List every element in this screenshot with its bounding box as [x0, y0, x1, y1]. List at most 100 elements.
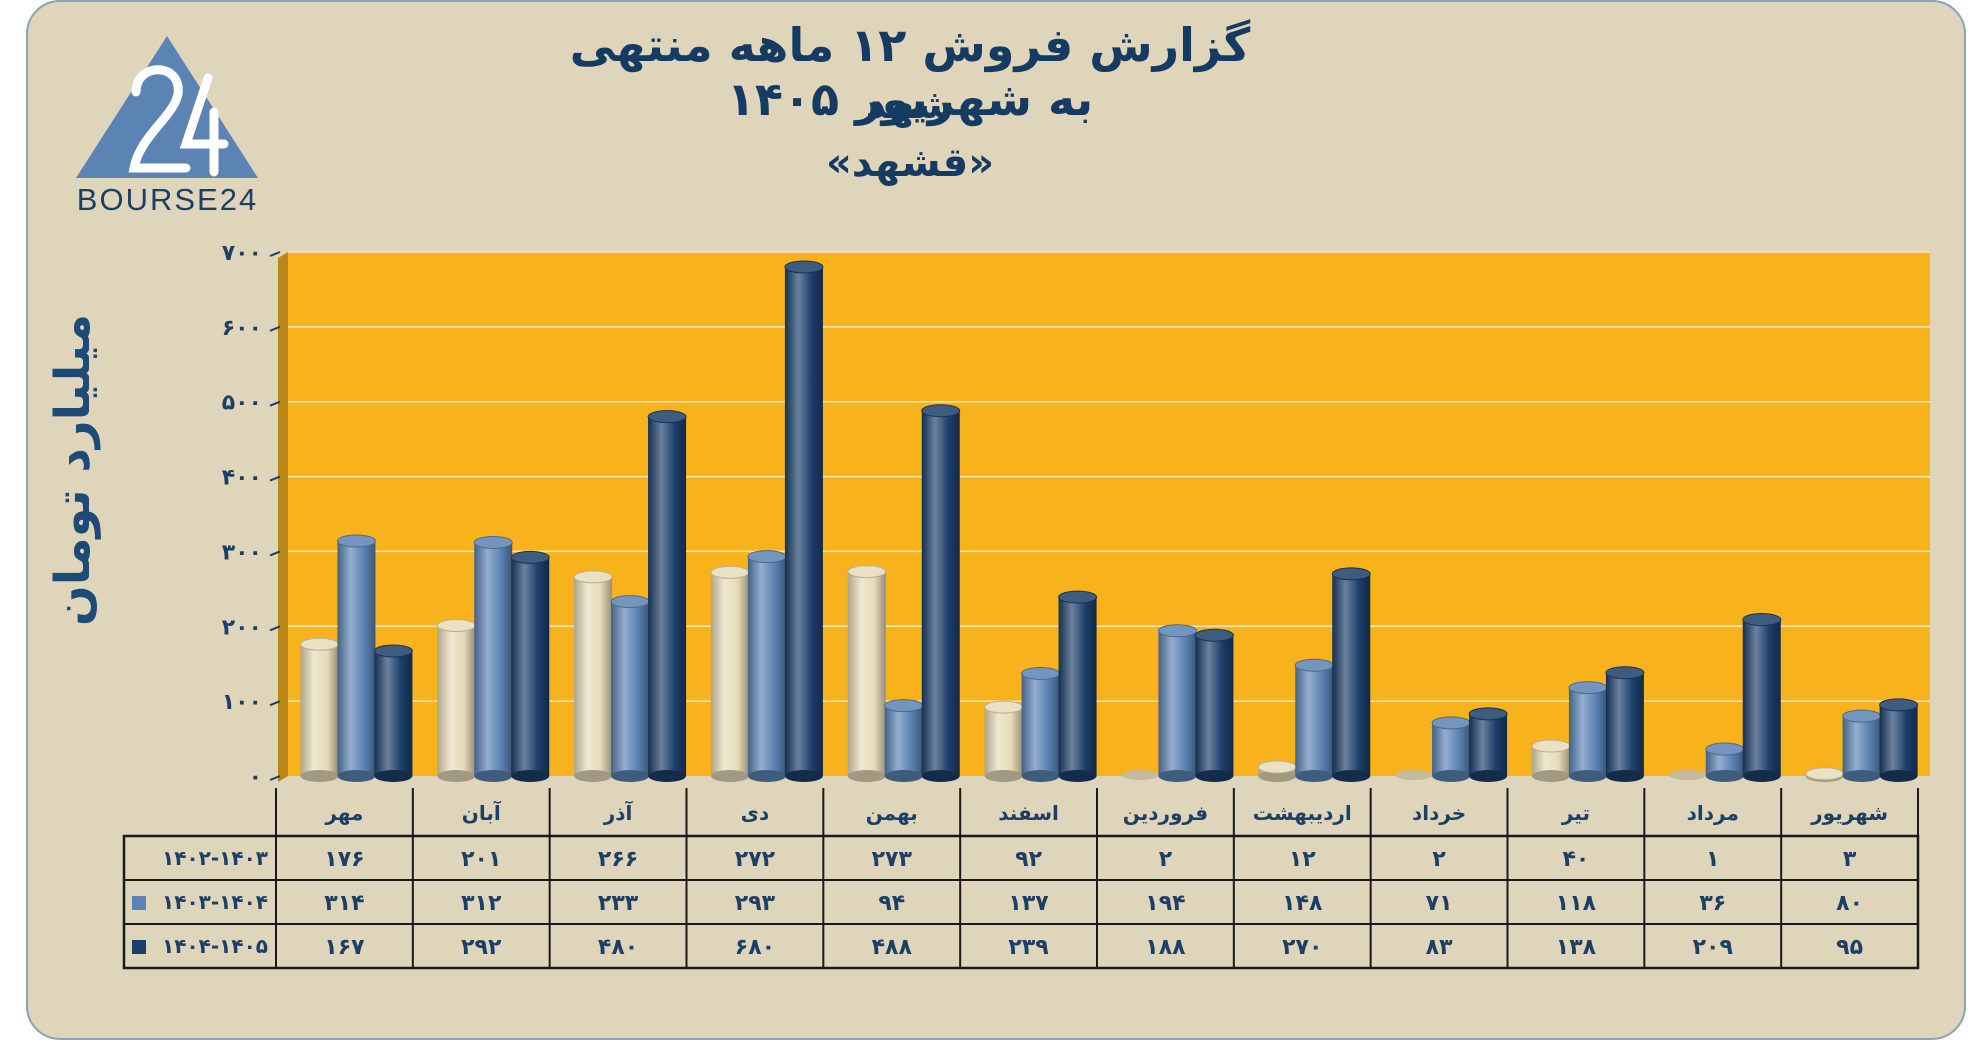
bar-1-5 [847, 565, 887, 782]
y-tick-mark [269, 775, 281, 781]
bar-3-3 [647, 410, 687, 782]
y-tick-mark [269, 475, 281, 482]
y-tick-label: ۵۰۰ [222, 391, 262, 416]
data-label: ۱۲ [1289, 847, 1316, 872]
y-tick-label: ۴۰۰ [222, 466, 262, 491]
category-label: شهریور [1810, 801, 1888, 825]
bar-2-12 [1842, 709, 1882, 782]
bar-1-12 [1805, 767, 1845, 782]
y-tick-label: ۱۰۰ [222, 690, 262, 715]
chart-title: گزارش فروش ۱۲ ماهه منتهی به شهریور ۱۴۰۵ [569, 18, 1251, 126]
chart-subtitle-symbol: «قشهد» [825, 140, 995, 186]
bar-3-2 [510, 550, 550, 782]
series-label: ۱۴۰۲-۱۴۰۳ [162, 846, 268, 870]
data-label: ۳۶ [1699, 891, 1726, 916]
data-label: ۸۰ [1836, 891, 1863, 916]
bar-3-5 [921, 404, 961, 782]
data-label: ۴۸۸ [872, 935, 913, 960]
bar-1-6 [984, 700, 1024, 782]
data-label: ۲ [1159, 847, 1173, 872]
y-tick-label: ۳۰۰ [222, 540, 262, 565]
data-label: ۱۷۶ [324, 847, 364, 872]
y-tick-mark [269, 550, 281, 557]
data-label: ۴۸۰ [598, 935, 638, 960]
bar-2-3 [610, 595, 650, 782]
bar-2-2 [473, 535, 513, 782]
data-label: ۲۳۳ [598, 891, 639, 916]
bar-3-8 [1331, 567, 1371, 782]
category-label: تیر [1561, 801, 1590, 825]
bar-2-6 [1021, 666, 1061, 782]
category-label: دی [741, 801, 770, 825]
bar-3-6 [1058, 590, 1098, 782]
bar-3-10 [1605, 666, 1645, 782]
bar-1-10 [1531, 739, 1571, 782]
y-tick-mark [269, 251, 281, 257]
y-tick-label: ۰ [249, 765, 262, 790]
bar-3-11 [1742, 613, 1782, 782]
legend-key-3 [132, 940, 146, 954]
data-label: ۲ [1432, 847, 1446, 872]
data-label: ۳۱۲ [461, 891, 502, 916]
data-label: ۱۹۴ [1145, 891, 1185, 916]
data-label: ۹۴ [878, 891, 905, 916]
data-label: ۱۱۸ [1556, 891, 1597, 916]
data-label: ۱ [1706, 847, 1719, 872]
category-label: آذر [603, 800, 634, 825]
logo-wordmark: BOURSE24 [76, 182, 259, 217]
data-label: ۹۵ [1836, 935, 1863, 960]
category-label: مهر [324, 801, 363, 825]
data-label: ۳۱۴ [324, 891, 364, 916]
table-frame [122, 834, 1920, 970]
category-label: اسفند [998, 801, 1059, 825]
bar-1-7 [1121, 770, 1160, 780]
bar-2-8 [1294, 658, 1334, 782]
data-label: ۲۰۹ [1693, 935, 1733, 960]
series-label: ۱۴۰۴-۱۴۰۵ [162, 934, 268, 958]
bourse24-logo [74, 32, 260, 212]
category-label: بهمن [866, 801, 918, 825]
y-tick-mark [269, 700, 281, 707]
data-label: ۸۳ [1426, 935, 1453, 960]
bar-1-1 [299, 637, 339, 782]
data-label: ۳ [1843, 847, 1857, 872]
bar-2-5 [884, 699, 924, 782]
y-tick-label: ۲۰۰ [222, 615, 262, 640]
data-label: ۱۳۸ [1556, 935, 1597, 960]
bar-3-9 [1468, 707, 1508, 782]
bar-1-11 [1668, 770, 1707, 780]
data-label: ۲۶۶ [598, 847, 638, 872]
data-label: ۱۶۷ [324, 935, 365, 960]
y-tick-mark [269, 625, 281, 632]
bar-3-12 [1879, 698, 1919, 782]
bar-3-4 [784, 260, 824, 782]
logo-triangle-icon [76, 36, 258, 178]
bar-2-11 [1705, 742, 1745, 782]
data-label: ۴۰ [1562, 847, 1589, 872]
series-label: ۱۴۰۳-۱۴۰۴ [162, 890, 268, 914]
category-label: آبان [462, 800, 502, 825]
y-tick-label: ۷۰۰ [222, 241, 262, 266]
data-label: ۱۸۸ [1145, 935, 1186, 960]
bar-2-7 [1157, 624, 1197, 782]
legend-key-2 [132, 896, 146, 910]
data-label: ۲۳۹ [1008, 935, 1048, 960]
bar-1-4 [710, 565, 750, 782]
bar-1-3 [573, 570, 613, 782]
category-label: خرداد [1412, 801, 1466, 825]
plot-side-wall [278, 252, 288, 782]
data-label: ۲۹۲ [461, 935, 502, 960]
y-tick-mark [269, 325, 281, 332]
data-label: ۲۷۲ [735, 847, 776, 872]
category-label: اردیبهشت [1253, 801, 1352, 825]
data-label: ۹۲ [1015, 847, 1042, 872]
chart-subtitle-company: شهد [865, 82, 955, 128]
data-label: ۲۷۳ [872, 847, 913, 872]
y-tick-label: ۶۰۰ [222, 316, 262, 341]
bar-3-1 [373, 644, 413, 782]
data-label: ۲۹۳ [735, 891, 776, 916]
bar-1-8 [1257, 760, 1297, 782]
category-label: مرداد [1687, 801, 1739, 825]
